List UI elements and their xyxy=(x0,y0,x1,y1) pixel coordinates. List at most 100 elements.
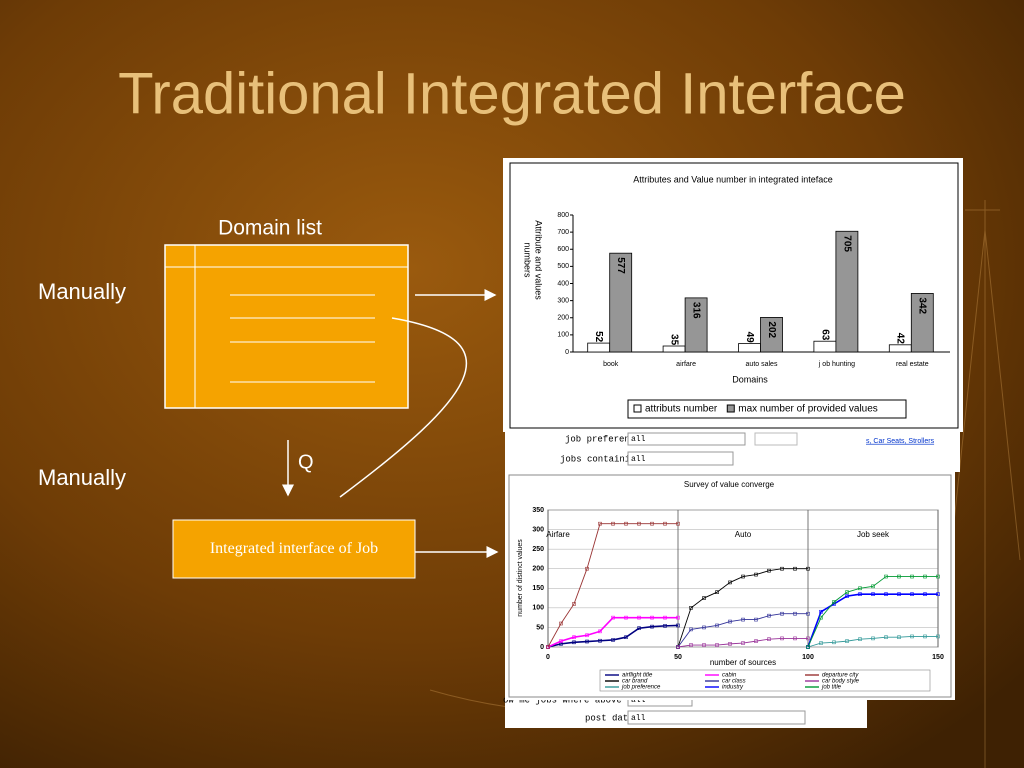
series-marker xyxy=(754,639,758,643)
series-marker xyxy=(793,636,797,641)
series-marker xyxy=(650,624,654,629)
series-marker xyxy=(884,592,888,596)
series-marker xyxy=(663,624,667,628)
series-marker xyxy=(832,640,836,645)
series-marker xyxy=(546,645,550,649)
series-marker xyxy=(715,623,719,628)
legend-label: cabin xyxy=(722,673,737,679)
series-marker xyxy=(585,566,589,571)
bar-chart: Attributes and Value number in integrate… xyxy=(523,174,950,419)
series-marker xyxy=(663,615,667,620)
integrated-box xyxy=(172,519,416,579)
legend-label: attributs number xyxy=(645,404,718,415)
form-links: s, Car Seats, Strollers xyxy=(866,438,935,445)
legend-label: car body style xyxy=(822,679,860,685)
annotation: Job seek xyxy=(857,530,890,539)
series-marker xyxy=(715,643,719,647)
form-label: job preference: xyxy=(565,434,646,444)
series-marker xyxy=(598,638,602,643)
series-marker xyxy=(754,572,758,577)
series-marker xyxy=(663,521,667,526)
series-marker xyxy=(897,635,901,640)
x-tick-label: 0 xyxy=(546,654,550,661)
y-tick-label: 600 xyxy=(557,246,569,253)
series-marker xyxy=(572,640,576,645)
domain-list-label: Domain list xyxy=(218,217,322,240)
y-tick-label: 200 xyxy=(532,566,544,573)
series-marker xyxy=(845,639,849,643)
legend-label: car brand xyxy=(622,679,648,685)
series-marker xyxy=(806,636,810,641)
bar xyxy=(684,297,708,353)
x-tick-label: 100 xyxy=(802,654,814,661)
series-marker xyxy=(689,643,693,647)
domain-list-box xyxy=(164,244,409,409)
series-marker xyxy=(598,521,602,526)
y-tick-label: 0 xyxy=(565,349,569,356)
legend-label: airflight title xyxy=(622,673,653,679)
data-label: 35 xyxy=(668,334,679,346)
series-marker xyxy=(585,639,589,644)
series-line xyxy=(547,523,678,648)
series-marker xyxy=(650,615,654,620)
y-tick-label: 100 xyxy=(532,605,544,612)
y-tick-label: 400 xyxy=(557,280,569,287)
slide-title: Traditional Integrated Interface xyxy=(118,61,906,126)
series-marker xyxy=(936,592,940,596)
series-marker xyxy=(819,641,823,645)
legend-label: industry xyxy=(722,685,744,691)
series-marker xyxy=(611,615,615,620)
series-marker xyxy=(923,592,927,596)
data-label: 63 xyxy=(819,329,830,341)
series-marker xyxy=(611,638,615,642)
bar xyxy=(813,340,837,353)
series-marker xyxy=(936,574,940,579)
series-marker xyxy=(897,592,901,596)
x-tick-label: 50 xyxy=(674,654,682,661)
series-marker xyxy=(780,611,784,616)
form-value: all xyxy=(631,714,646,723)
legend-label: job preference xyxy=(621,685,661,691)
chart-title: Attributes and Value number in integrate… xyxy=(633,174,832,184)
series-marker xyxy=(806,645,810,649)
bar xyxy=(609,252,633,353)
bar xyxy=(910,293,934,353)
arrows xyxy=(282,289,499,558)
x-axis-label: Domains xyxy=(732,374,768,384)
legend-swatch xyxy=(633,404,642,413)
bar xyxy=(587,342,611,353)
series-marker xyxy=(741,574,745,579)
series-marker xyxy=(676,645,680,649)
series-marker xyxy=(650,521,654,526)
bar xyxy=(888,344,912,353)
series-marker xyxy=(845,590,849,595)
line-chart: Survey of value converge number of distin… xyxy=(517,480,944,692)
series-marker xyxy=(741,617,745,622)
series-marker xyxy=(923,634,927,639)
series-marker xyxy=(910,592,914,596)
bar xyxy=(760,317,783,353)
series-marker xyxy=(806,566,810,571)
series-marker xyxy=(767,568,771,573)
series-marker xyxy=(689,627,693,632)
legend-swatch xyxy=(726,404,735,413)
series-marker xyxy=(637,521,641,526)
series-marker xyxy=(689,606,693,610)
series-marker xyxy=(910,574,914,579)
series-line xyxy=(547,624,679,648)
series-marker xyxy=(780,566,784,571)
series-marker xyxy=(728,642,732,646)
bar xyxy=(738,343,761,353)
y-tick-label: 700 xyxy=(557,229,569,236)
series-marker xyxy=(728,580,732,585)
y-axis-label: number of distinct values xyxy=(517,539,524,617)
x-axis-label: number of sources xyxy=(710,658,776,667)
series-marker xyxy=(923,574,927,579)
y-tick-label: 800 xyxy=(557,212,569,219)
series-marker xyxy=(858,586,862,591)
series-marker xyxy=(767,613,771,618)
series-marker xyxy=(897,574,901,579)
x-tick-label: real estate xyxy=(896,361,929,368)
x-tick-label: j ob hunting xyxy=(818,361,855,368)
